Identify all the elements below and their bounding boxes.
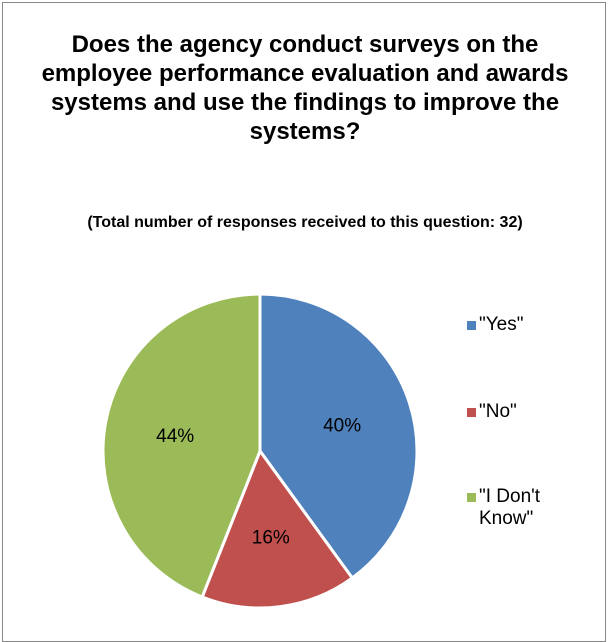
pie-slice-yes [258,292,419,580]
legend-swatch-no [467,408,476,417]
pie-slice-no [200,449,354,610]
pie-slice-dont-know [101,292,262,599]
legend-swatch-dont-know [467,493,476,502]
chart-title: Does the agency conduct surveys on the e… [41,31,569,145]
legend-item-no: "No" [467,401,517,423]
data-label-yes: 40% [323,415,361,436]
legend-item-dont-know: "I Don't Know" [467,486,587,530]
chart-subtitle: (Total number of responses received to t… [87,214,523,231]
data-label-no: 16% [252,528,290,549]
legend-swatch-yes [467,321,476,330]
legend-item-yes: "Yes" [467,314,524,336]
legend-label-no: "No" [479,401,517,422]
pie-chart: 40% 16% 44% [101,292,419,610]
legend-label-yes: "Yes" [479,314,524,335]
legend-label-dont-know: "I Don't Know" [479,486,541,529]
data-label-dont-know: 44% [156,426,194,447]
